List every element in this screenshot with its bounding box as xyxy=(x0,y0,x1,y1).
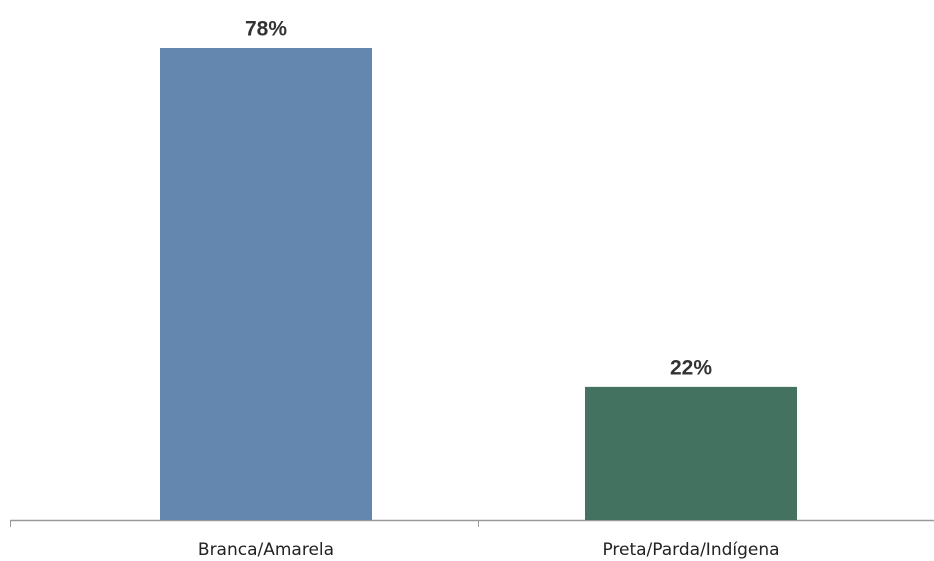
x-tick-label: Branca/Amarela xyxy=(198,540,334,560)
bar xyxy=(585,386,797,520)
value-label: 78% xyxy=(245,18,287,41)
bar xyxy=(160,48,372,520)
x-tick-label: Preta/Parda/Indígena xyxy=(602,540,779,560)
value-label: 22% xyxy=(670,356,712,379)
